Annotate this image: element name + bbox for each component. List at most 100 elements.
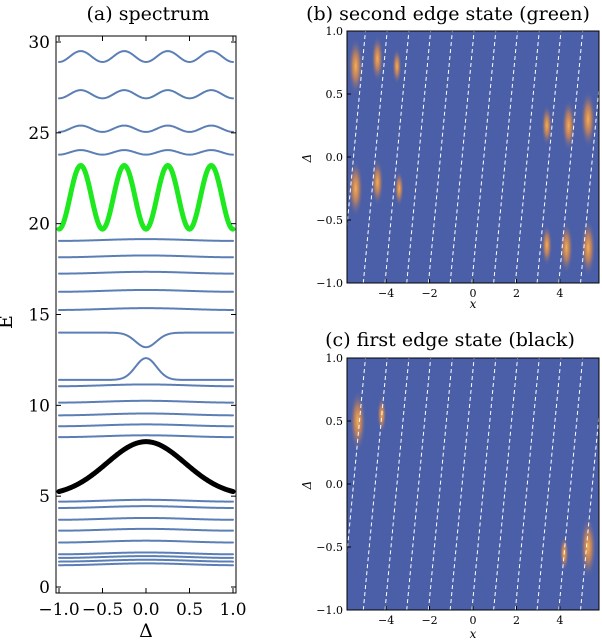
x-tick-label: −4 bbox=[378, 614, 394, 627]
band-18 bbox=[58, 288, 234, 293]
guide-line bbox=[427, 31, 453, 283]
guide-line bbox=[493, 31, 519, 283]
y-tick-label: 0 bbox=[39, 578, 50, 598]
density-blob bbox=[392, 47, 402, 85]
panel-a-frame bbox=[55, 35, 237, 594]
band-0 bbox=[58, 562, 234, 567]
density-blob bbox=[559, 221, 574, 275]
y-tick-label: 15 bbox=[28, 306, 50, 326]
y-tick-label: 1.0 bbox=[326, 352, 344, 365]
second-edge-state-curve bbox=[56, 162, 236, 232]
guide-line bbox=[471, 358, 497, 610]
band-8 bbox=[58, 498, 234, 503]
first-edge-state-curve bbox=[56, 439, 236, 495]
x-tick-label: 2 bbox=[513, 614, 520, 627]
y-tick-label: 0.5 bbox=[326, 415, 344, 428]
band-10 bbox=[58, 434, 234, 439]
band-4 bbox=[58, 539, 234, 544]
x-tick-label: −1.0 bbox=[38, 600, 79, 620]
band-1 bbox=[58, 558, 234, 563]
x-tick-label: 0.0 bbox=[132, 600, 159, 620]
band-2 bbox=[58, 555, 234, 559]
density-blob bbox=[349, 389, 367, 453]
panel-a-title: (a) spectrum bbox=[87, 3, 210, 25]
band-21 bbox=[58, 238, 234, 242]
band-6 bbox=[58, 516, 234, 521]
panel-c-title: (c) first edge state (black) bbox=[325, 329, 575, 351]
y-tick-label: 0.0 bbox=[326, 151, 344, 164]
density-blob bbox=[580, 90, 596, 149]
band-12 bbox=[58, 412, 234, 417]
panel-c-ylabel: Δ bbox=[300, 481, 314, 491]
y-tick-label: −1.0 bbox=[316, 604, 343, 617]
band-24 bbox=[58, 124, 234, 133]
band-11 bbox=[58, 423, 234, 428]
guide-line bbox=[449, 31, 475, 283]
x-tick-label: 4 bbox=[556, 287, 563, 300]
band-3 bbox=[58, 551, 234, 556]
x-tick-label: −2 bbox=[421, 287, 437, 300]
guide-line bbox=[558, 31, 584, 283]
density-blob bbox=[394, 169, 404, 208]
guide-line bbox=[384, 31, 410, 283]
second-edge-state-panel: (b) second edge state (green) −4 −2 0 2 4 −1.… bbox=[300, 3, 600, 311]
y-tick-label: 30 bbox=[28, 33, 50, 53]
density-blob bbox=[371, 34, 384, 83]
panel-a-ylabel: E bbox=[0, 315, 17, 329]
x-tick-label: 0 bbox=[470, 614, 477, 627]
guide-line bbox=[449, 358, 475, 610]
guide-line bbox=[493, 358, 519, 610]
band-13 bbox=[58, 399, 234, 404]
panel-b-density bbox=[348, 34, 596, 277]
guide-line bbox=[558, 358, 584, 610]
x-tick-label: −2 bbox=[421, 614, 437, 627]
density-blob bbox=[348, 159, 364, 218]
y-tick-label: 1.0 bbox=[326, 25, 344, 38]
y-tick-label: 5 bbox=[39, 487, 50, 507]
x-tick-label: 0 bbox=[470, 287, 477, 300]
panel-a-xlabel: Δ bbox=[139, 620, 153, 642]
panel-b-xlabel: x bbox=[470, 297, 477, 311]
panel-a-ticks: −1.0 −0.5 0.0 0.5 1.0 0 5 10 15 20 25 30 bbox=[28, 33, 246, 620]
guide-line bbox=[406, 358, 432, 610]
density-blob bbox=[541, 104, 553, 147]
x-tick-label: 1.0 bbox=[219, 600, 246, 620]
first-edge-state-panel: (c) first edge state (black) −4 −2 0 2 4 −1.0… bbox=[300, 329, 600, 641]
band-26 bbox=[58, 50, 234, 63]
guide-line bbox=[362, 31, 388, 283]
guide-line bbox=[471, 31, 497, 283]
guide-line bbox=[406, 31, 432, 283]
guide-line bbox=[536, 358, 562, 610]
panel-b-ylabel: Δ bbox=[300, 154, 314, 164]
spectrum-bands bbox=[56, 50, 236, 567]
density-blob bbox=[579, 515, 597, 579]
x-tick-label: 4 bbox=[556, 614, 563, 627]
density-blob bbox=[348, 37, 364, 96]
y-tick-label: 25 bbox=[28, 124, 50, 144]
panel-c-ticks: −4 −2 0 2 4 −1.0 −0.5 0.0 0.5 1.0 bbox=[316, 352, 563, 627]
panel-c-guide-lines bbox=[347, 358, 599, 610]
guide-line bbox=[514, 358, 540, 610]
y-tick-label: 0.0 bbox=[326, 478, 344, 491]
guide-line bbox=[427, 358, 453, 610]
guide-line bbox=[580, 82, 599, 283]
band-19 bbox=[58, 270, 234, 275]
x-tick-label: 2 bbox=[513, 287, 520, 300]
y-tick-label: 10 bbox=[28, 396, 50, 416]
panel-b-ticks: −4 −2 0 2 4 −1.0 −0.5 0.0 0.5 1.0 bbox=[316, 25, 563, 300]
guide-line bbox=[536, 31, 562, 283]
x-tick-label: −4 bbox=[378, 287, 394, 300]
band-14 bbox=[58, 383, 234, 388]
guide-line bbox=[580, 409, 599, 610]
panel-c-background bbox=[347, 358, 599, 610]
x-tick-label: −0.5 bbox=[82, 600, 123, 620]
y-tick-label: −1.0 bbox=[316, 277, 343, 290]
band-25 bbox=[58, 89, 234, 100]
guide-line bbox=[362, 358, 388, 610]
band-23 bbox=[58, 149, 234, 156]
guide-line bbox=[347, 31, 366, 232]
x-tick-label: 0.5 bbox=[176, 600, 203, 620]
y-tick-label: 20 bbox=[28, 215, 50, 235]
band-7 bbox=[58, 505, 234, 509]
